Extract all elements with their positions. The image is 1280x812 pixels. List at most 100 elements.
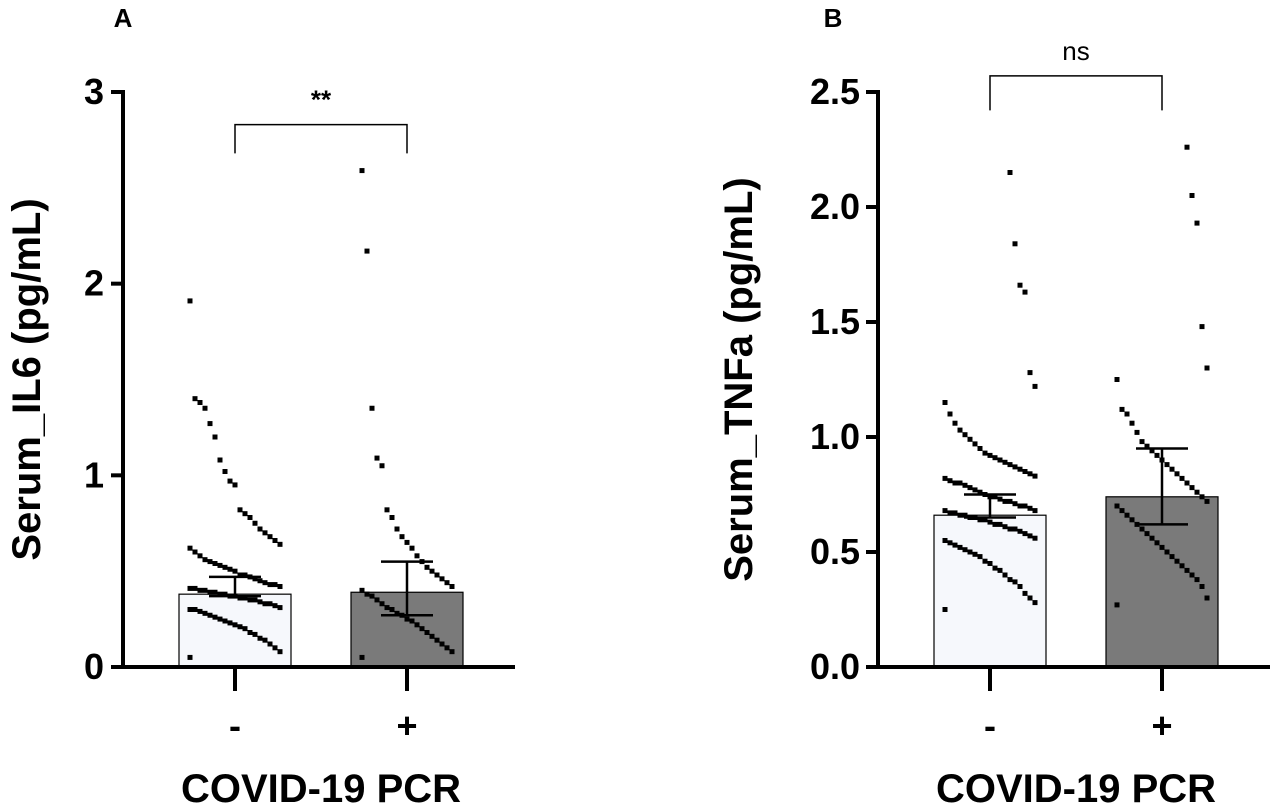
panel-a-point: [257, 526, 263, 532]
panel-a-point: [192, 585, 198, 591]
panel-b-point: [1169, 466, 1175, 472]
panel-a-category-label: +: [396, 705, 417, 746]
panel-a-chart: A 0 1 2 3 - + ** Serum_IL6 (pg/mL) COVID-19 PCR: [5, 3, 515, 811]
panel-b-point: [997, 567, 1003, 573]
panel-b-point: [1017, 282, 1023, 288]
panel-a-point: [237, 624, 243, 630]
panel-b-point: [997, 521, 1003, 527]
panel-a-point: [187, 654, 193, 660]
panel-a-point: [237, 507, 243, 513]
panel-b-y-tick-label: 1.5: [810, 301, 860, 342]
panel-a-point: [262, 601, 268, 607]
panel-a-point: [222, 618, 228, 624]
panel-a-point: [212, 434, 218, 440]
panel-b-point: [1144, 443, 1150, 449]
panel-b-point: [992, 455, 998, 461]
panel-a-point: [359, 587, 365, 593]
panel-a-point: [444, 580, 450, 586]
panel-b-chart: B 0.0 0.5 1.0 1.5 2.0 2.5 - + ns Serum_TNFa (pg/mL…: [717, 3, 1270, 811]
panel-b-point: [1169, 554, 1175, 560]
panel-a-point: [222, 469, 228, 474]
panel-b-point: [1144, 531, 1150, 537]
panel-a-point: [424, 564, 430, 570]
panel-b-point: [977, 489, 983, 495]
panel-a-point: [242, 511, 248, 517]
panel-b-point: [962, 432, 968, 438]
panel-b-significance-label: ns: [1062, 36, 1089, 66]
panel-b-point: [1184, 144, 1190, 150]
panel-a-point: [217, 457, 223, 463]
panel-b-y-tick-label: 0.5: [810, 531, 860, 572]
panel-b-letter: B: [824, 3, 843, 33]
panel-b-point: [982, 517, 988, 523]
panel-a-point: [227, 566, 233, 572]
panel-b-point: [1119, 406, 1125, 412]
panel-b-point: [1027, 471, 1033, 477]
panel-a-point: [409, 545, 415, 551]
panel-b-point: [982, 558, 988, 564]
panel-b-point: [1154, 452, 1160, 458]
panel-b-point: [1189, 193, 1195, 198]
panel-b-point: [1129, 420, 1135, 426]
panel-b-point: [1194, 220, 1200, 226]
panel-b-point: [992, 521, 998, 527]
panel-a-point: [242, 572, 248, 578]
panel-a-point: [277, 541, 283, 547]
panel-a-point: [277, 649, 283, 655]
panel-b-point: [957, 512, 963, 518]
panel-a-point: [277, 605, 283, 611]
panel-a-y-tick-label: 1: [84, 454, 104, 495]
panel-b-point: [1179, 475, 1185, 481]
panel-a-point: [257, 599, 263, 605]
panel-a-point: [272, 538, 278, 543]
panel-a-category-label: -: [229, 705, 241, 746]
panel-a-point: [197, 587, 203, 593]
panel-b-point: [962, 547, 968, 553]
panel-a-point: [202, 557, 208, 563]
panel-b-point: [1027, 370, 1033, 376]
panel-b-category-label: +: [1151, 705, 1172, 746]
panel-b-point: [1027, 533, 1033, 539]
panel-b-point: [1159, 544, 1165, 550]
panel-a-letter: A: [114, 3, 133, 33]
panel-a-point: [227, 478, 233, 484]
panel-b-point: [967, 485, 973, 491]
panel-b-point: [1002, 459, 1008, 465]
panel-b-point: [1174, 558, 1180, 564]
panel-a-point: [414, 553, 420, 559]
panel-a-point: [212, 561, 218, 566]
panel-a-point: [197, 608, 203, 614]
panel-a-point: [192, 396, 198, 402]
panel-a-point: [187, 545, 193, 551]
panel-b-point: [1199, 494, 1205, 500]
panel-a-point: [394, 610, 400, 616]
panel-a-significance-bracket: [234, 123, 408, 154]
panel-b-point: [992, 565, 998, 571]
panel-a-point: [439, 576, 445, 582]
panel-b-point: [1139, 526, 1145, 532]
panel-b-point: [957, 544, 963, 550]
panel-b-significance-bracket: [989, 75, 1163, 111]
panel-a-point: [207, 421, 213, 427]
panel-b-y-axis-title: Serum_TNFa (pg/mL): [717, 177, 761, 581]
panel-a-bar-negative: [178, 593, 292, 668]
panel-a-point: [359, 168, 365, 174]
panel-b-point: [1114, 602, 1120, 608]
panel-b-point: [1204, 365, 1210, 371]
panel-b-point: [1007, 577, 1013, 583]
panel-b-point: [1164, 462, 1170, 468]
panel-b-point: [977, 554, 983, 560]
panel-b-point: [1114, 503, 1120, 509]
panel-b-point: [1017, 466, 1023, 472]
panel-a-y-tick-label: 2: [84, 263, 104, 304]
panel-a-point: [252, 631, 258, 637]
panel-a-point: [202, 610, 208, 616]
panel-a-point: [277, 584, 283, 589]
panel-b-y-tick-label: 2.0: [810, 186, 860, 227]
panel-b-point: [1022, 503, 1028, 509]
panel-b-y-tick-label: 2.5: [810, 71, 860, 112]
panel-b-y-tick-label: 1.0: [810, 416, 860, 457]
panel-a-point: [384, 605, 390, 611]
panel-a-point: [217, 591, 223, 597]
